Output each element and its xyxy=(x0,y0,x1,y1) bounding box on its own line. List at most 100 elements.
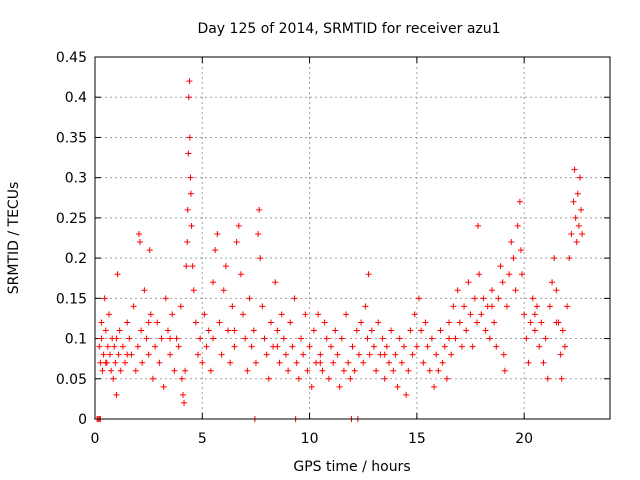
data-point xyxy=(145,351,152,358)
data-point xyxy=(147,311,154,318)
data-point xyxy=(158,335,165,342)
data-point xyxy=(138,327,145,334)
data-point xyxy=(184,206,191,213)
data-point xyxy=(570,198,577,205)
data-point xyxy=(139,359,146,366)
data-point xyxy=(381,351,388,358)
y-tick-label: 0.45 xyxy=(56,50,87,66)
data-point xyxy=(576,174,583,181)
data-point xyxy=(164,327,171,334)
data-point xyxy=(210,335,217,342)
data-point xyxy=(343,311,350,318)
data-point xyxy=(519,271,526,278)
data-point xyxy=(218,351,225,358)
data-point xyxy=(229,303,236,310)
data-point xyxy=(454,287,461,294)
data-point xyxy=(330,359,337,366)
data-point xyxy=(475,222,482,229)
data-point xyxy=(146,247,153,254)
data-point xyxy=(471,295,478,302)
data-point xyxy=(336,383,343,390)
data-point xyxy=(446,335,453,342)
data-point xyxy=(433,351,440,358)
data-point xyxy=(428,335,435,342)
data-point xyxy=(405,367,412,374)
data-point xyxy=(298,335,304,342)
data-point xyxy=(263,351,270,358)
y-tick-label: 0.35 xyxy=(56,130,87,146)
data-point xyxy=(338,335,345,342)
data-point xyxy=(225,327,232,334)
data-point xyxy=(529,295,536,302)
data-point xyxy=(289,343,296,350)
y-tick-label: 0.05 xyxy=(56,372,87,388)
data-point xyxy=(107,351,114,358)
data-point xyxy=(441,343,448,350)
data-point xyxy=(531,311,538,318)
data-point xyxy=(553,287,560,294)
data-point xyxy=(227,359,234,366)
data-point xyxy=(132,367,139,374)
data-point xyxy=(461,303,468,310)
data-point xyxy=(259,303,266,310)
data-point xyxy=(173,335,180,342)
data-point xyxy=(237,271,244,278)
data-point xyxy=(145,319,152,326)
data-point xyxy=(122,359,129,366)
data-point xyxy=(187,190,194,197)
data-point xyxy=(177,303,184,310)
data-point xyxy=(401,343,407,350)
data-point xyxy=(149,375,156,382)
data-point xyxy=(561,343,568,350)
data-point xyxy=(488,287,495,294)
data-point xyxy=(362,303,369,310)
data-point xyxy=(495,295,502,302)
data-point xyxy=(317,351,324,358)
data-point xyxy=(446,319,453,326)
data-point xyxy=(195,351,201,358)
data-point xyxy=(572,214,579,221)
data-point xyxy=(105,311,112,318)
data-point xyxy=(398,359,405,366)
y-tick-label: 0.4 xyxy=(65,90,87,106)
data-point xyxy=(130,303,137,310)
data-point xyxy=(182,367,189,374)
data-point xyxy=(527,319,534,326)
data-point xyxy=(510,255,517,262)
data-point xyxy=(521,311,528,318)
data-point xyxy=(169,311,176,318)
data-point xyxy=(373,367,380,374)
data-point xyxy=(100,351,107,358)
data-point xyxy=(504,303,510,310)
data-point xyxy=(431,383,438,390)
data-point xyxy=(439,359,446,366)
data-point xyxy=(246,295,253,302)
data-point xyxy=(531,327,538,334)
data-point xyxy=(553,319,560,326)
data-point xyxy=(310,327,317,334)
data-point xyxy=(115,351,122,358)
data-point xyxy=(365,271,372,278)
data-point xyxy=(573,239,580,246)
data-point xyxy=(435,367,442,374)
data-point xyxy=(506,271,513,278)
data-point xyxy=(192,319,199,326)
data-point xyxy=(124,319,131,326)
data-point xyxy=(167,351,174,358)
data-point xyxy=(332,327,339,334)
data-point xyxy=(536,343,543,350)
data-point xyxy=(465,279,472,286)
data-point xyxy=(411,311,418,318)
data-point xyxy=(409,351,416,358)
data-point xyxy=(325,375,332,382)
x-tick-label: 5 xyxy=(198,431,207,447)
data-point xyxy=(551,255,558,262)
data-point xyxy=(534,303,541,310)
data-point xyxy=(186,134,193,141)
data-point xyxy=(574,190,581,197)
data-point xyxy=(134,343,141,350)
data-point xyxy=(381,375,388,382)
data-point xyxy=(189,263,196,270)
data-point xyxy=(480,295,487,302)
data-point xyxy=(407,327,414,334)
